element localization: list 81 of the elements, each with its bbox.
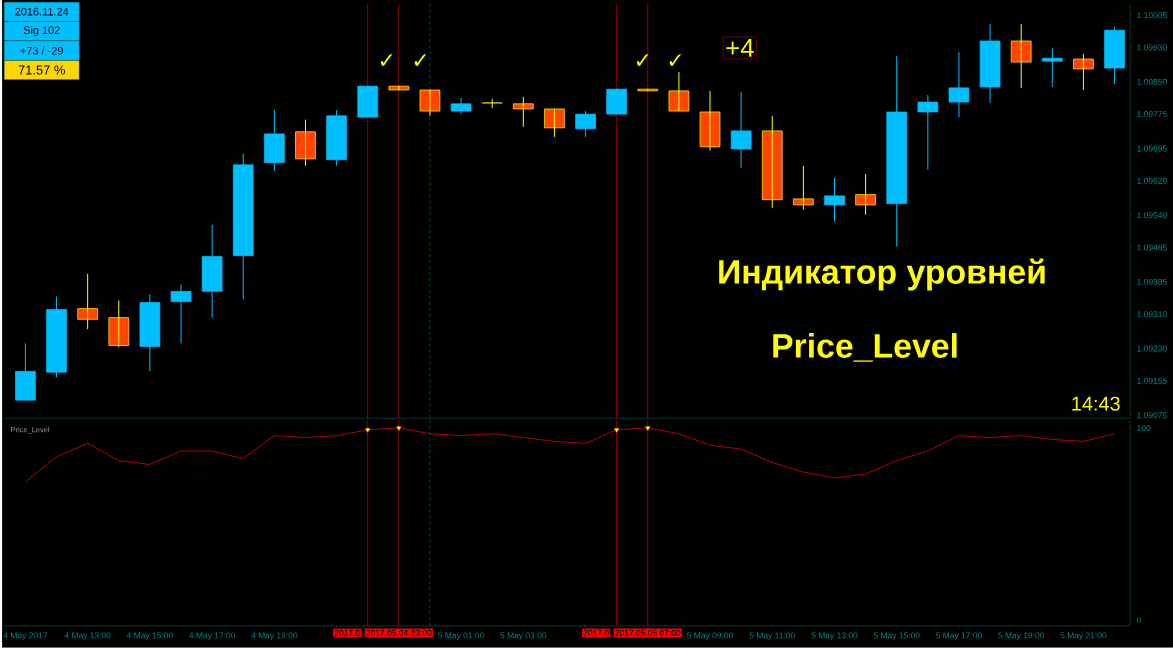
y-tick-label: 1.09385 — [1137, 278, 1167, 285]
x-tick-label: 5 May 01:00 — [438, 632, 484, 641]
candlestick — [824, 177, 845, 223]
candlestick — [450, 97, 472, 115]
annotation: ✓ — [414, 54, 427, 66]
annotation: 2016.11.24 — [15, 7, 69, 16]
x-tick-label: 5 May 03:00 — [500, 632, 547, 641]
x-tick-label: 4 May 2017 — [3, 632, 48, 641]
annotation: Sig 102 — [23, 26, 60, 37]
candlestick — [357, 85, 379, 118]
x-tick-label: 5 May 21:00 — [1060, 632, 1107, 641]
candlestick — [855, 173, 876, 216]
y-tick-label: 1.09695 — [1137, 145, 1167, 152]
candlestick — [979, 23, 1001, 104]
candlestick — [326, 109, 347, 167]
text: 2017.0 — [583, 629, 609, 636]
x-tick-label: 5 May 17:00 — [936, 632, 982, 641]
y-tick-label: 1.09155 — [1137, 377, 1167, 384]
y-tick-label: 1.09465 — [1137, 244, 1167, 251]
candlestick — [1073, 53, 1094, 91]
candlestick — [1010, 23, 1032, 89]
candlestick — [699, 90, 721, 152]
annotation: ✓ — [380, 54, 393, 66]
candlestick — [917, 94, 939, 171]
ref-line-label: 2017.05.04 23:00 — [366, 629, 432, 636]
y-tick-label: 1.09075 — [1137, 412, 1167, 419]
candlestick — [761, 115, 783, 209]
x-tick-label: 4 May 13:00 — [64, 632, 111, 641]
candlestick — [668, 71, 690, 112]
candlestick — [419, 89, 441, 117]
x-tick-label: 4 May 19:00 — [251, 632, 298, 641]
candlestick — [1104, 26, 1125, 85]
candlestick — [388, 85, 410, 91]
x-tick-label: 5 May 19:00 — [998, 632, 1045, 641]
candlestick — [606, 88, 627, 115]
text: Price_Level — [773, 333, 957, 362]
text: Индикатор уровней — [719, 258, 1045, 291]
candlestick — [886, 55, 908, 248]
candlestick — [544, 108, 565, 138]
annotation: 71.57 % — [18, 65, 65, 75]
y-tick-label: 1.09850 — [1137, 78, 1167, 85]
y-tick-label: 1.09775 — [1137, 111, 1167, 118]
candlestick — [575, 110, 596, 138]
candlestick — [139, 293, 161, 372]
x-tick-label: 5 May 13:00 — [811, 632, 858, 641]
x-tick-label: 4 May 17:00 — [189, 632, 236, 641]
annotation: +4 — [726, 39, 754, 57]
candlestick — [170, 284, 192, 344]
candlestick — [108, 299, 130, 348]
candlestick — [15, 342, 36, 401]
candlestick — [481, 98, 503, 109]
candlestick — [46, 296, 67, 378]
x-tick-label: 5 May 15:00 — [873, 632, 920, 641]
candlestick — [730, 91, 752, 169]
candlestick — [77, 273, 98, 330]
candlestick — [637, 88, 659, 92]
y-tick-label: 1.09620 — [1137, 177, 1167, 184]
ref-line-label: 2017.05.05 07:00 — [615, 629, 681, 636]
candlestick — [232, 153, 254, 301]
annotation: ✓ — [636, 54, 649, 66]
x-tick-label: 5 May 11:00 — [749, 632, 795, 641]
candlestick — [513, 96, 534, 128]
candlestick — [948, 51, 970, 118]
candlestick — [264, 109, 285, 172]
candlestick — [295, 119, 316, 167]
candlestick — [1042, 47, 1063, 88]
y-tick-label: 1.09230 — [1137, 345, 1167, 352]
x-tick-label: 5 May 09:00 — [687, 632, 733, 641]
candlestick — [201, 224, 223, 319]
annotation: +73 / -29 — [20, 46, 63, 55]
candlestick — [793, 165, 814, 211]
y-tick-label: 1.10005 — [1137, 12, 1167, 19]
x-tick-label: 4 May 15:00 — [126, 632, 173, 641]
annotation: 14:43 — [1072, 396, 1120, 411]
y-tick-label: 100 — [1137, 425, 1151, 431]
y-tick-label: 0 — [1136, 617, 1141, 624]
y-tick-label: 1.09310 — [1137, 311, 1167, 318]
annotation: ✓ — [669, 54, 681, 66]
text: 2017.0 — [334, 629, 360, 636]
y-tick-label: 1.09540 — [1137, 212, 1167, 219]
y-tick-label: 1.09930 — [1137, 44, 1167, 51]
